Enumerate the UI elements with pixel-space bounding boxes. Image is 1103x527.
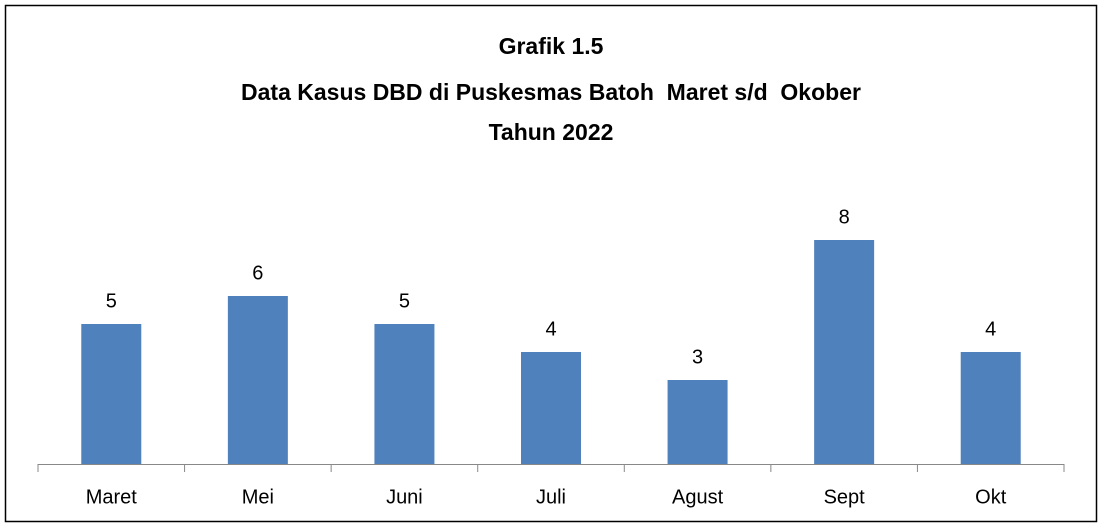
bar [814, 240, 875, 464]
x-tick-label: Juli [536, 486, 566, 508]
x-tick-label: Okt [975, 486, 1007, 508]
x-tick-label: Maret [86, 486, 138, 508]
data-label: 8 [839, 206, 850, 228]
bar [374, 324, 435, 464]
data-label: 5 [106, 290, 117, 312]
bar [667, 380, 728, 464]
data-label: 4 [545, 318, 556, 340]
x-tick-label: Juni [386, 486, 423, 508]
bar [960, 352, 1021, 464]
data-label: 6 [252, 262, 263, 284]
data-label: 4 [985, 318, 996, 340]
x-tick-label: Agust [672, 486, 724, 508]
bar [227, 296, 288, 464]
chart-title: Grafik 1.5 [499, 33, 604, 59]
data-label: 3 [692, 346, 703, 368]
bar [81, 324, 142, 464]
chart-title: Tahun 2022 [489, 119, 614, 145]
x-tick-label: Sept [824, 486, 866, 508]
chart-title: Data Kasus DBD di Puskesmas Batoh Maret … [241, 79, 861, 105]
x-tick-label: Mei [242, 486, 274, 508]
data-label: 5 [399, 290, 410, 312]
bar [521, 352, 581, 464]
